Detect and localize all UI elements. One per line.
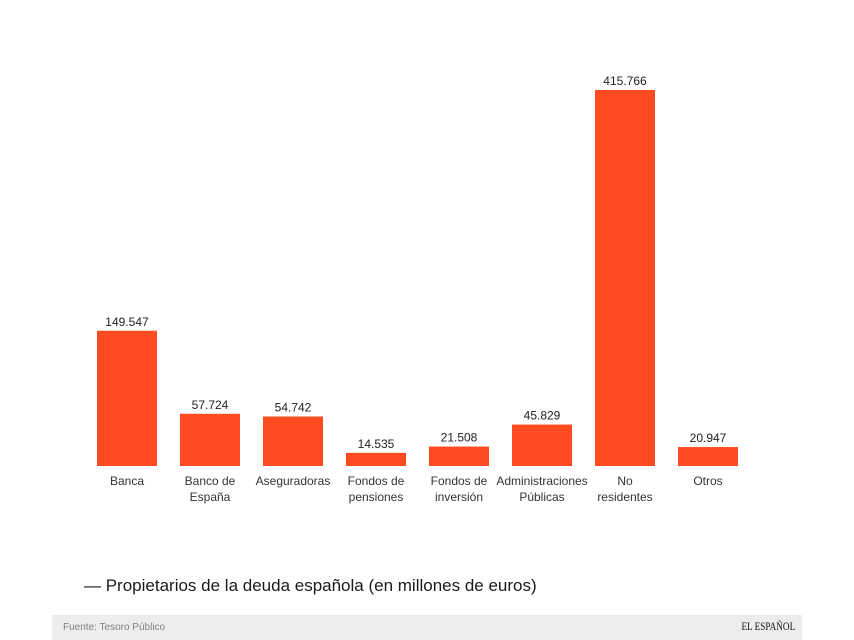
- category-label-administraciones-publicas: Administraciones Públicas: [496, 474, 587, 504]
- category-label-otros: Otros: [693, 474, 722, 488]
- bar-otros: [678, 447, 738, 466]
- category-label-line: España: [190, 490, 231, 504]
- value-labels-group: 149.547 57.724 54.742 14.535 21.508 45.829 415…: [105, 74, 726, 451]
- chart-title: — Propietarios de la deuda española (en …: [84, 576, 537, 595]
- value-label-banco-de-espana: 57.724: [192, 398, 229, 412]
- footer-bar: Fuente: Tesoro Público EL ESPAÑOL: [52, 615, 802, 640]
- brand-logo: EL ESPAÑOL: [741, 621, 795, 633]
- bar-administraciones-publicas: [512, 424, 572, 466]
- category-label-aseguradoras: Aseguradoras: [256, 474, 331, 488]
- category-label-line: inversión: [435, 490, 483, 504]
- category-label-line: Otros: [693, 474, 722, 488]
- category-label-line: Administraciones: [496, 474, 587, 488]
- category-label-line: Fondos de: [348, 474, 405, 488]
- category-label-line: pensiones: [349, 490, 404, 504]
- value-label-banca: 149.547: [105, 315, 149, 329]
- bars-group: [97, 90, 738, 466]
- bar-chart: 149.547 57.724 54.742 14.535 21.508 45.829 415…: [97, 74, 738, 504]
- category-label-line: No: [617, 474, 633, 488]
- value-label-aseguradoras: 54.742: [275, 400, 312, 414]
- category-label-fondos-de-pensiones: Fondos de pensiones: [348, 474, 405, 504]
- bar-no-residentes: [595, 90, 655, 466]
- bar-fondos-de-inversion: [429, 446, 489, 466]
- category-label-fondos-de-inversion: Fondos de inversión: [431, 474, 488, 504]
- value-label-no-residentes: 415.766: [603, 74, 647, 88]
- category-label-line: Públicas: [519, 490, 564, 504]
- category-label-line: residentes: [597, 490, 652, 504]
- value-label-fondos-de-pensiones: 14.535: [358, 437, 395, 451]
- category-label-line: Banca: [110, 474, 144, 488]
- category-labels-group: Banca Banco de España Aseguradoras Fondos de…: [110, 474, 723, 504]
- value-label-otros: 20.947: [690, 431, 727, 445]
- category-label-no-residentes: No residentes: [597, 474, 652, 504]
- category-label-line: Banco de: [185, 474, 236, 488]
- category-label-banco-de-espana: Banco de España: [185, 474, 236, 504]
- bar-banco-de-espana: [180, 413, 240, 466]
- bar-banca: [97, 330, 157, 466]
- bar-aseguradoras: [263, 416, 323, 466]
- category-label-banca: Banca: [110, 474, 144, 488]
- category-label-line: Fondos de: [431, 474, 488, 488]
- value-label-fondos-de-inversion: 21.508: [441, 431, 478, 445]
- source-note: Fuente: Tesoro Público: [63, 622, 166, 633]
- value-label-administraciones-publicas: 45.829: [524, 409, 561, 423]
- bar-fondos-de-pensiones: [346, 452, 406, 466]
- category-label-line: Aseguradoras: [256, 474, 331, 488]
